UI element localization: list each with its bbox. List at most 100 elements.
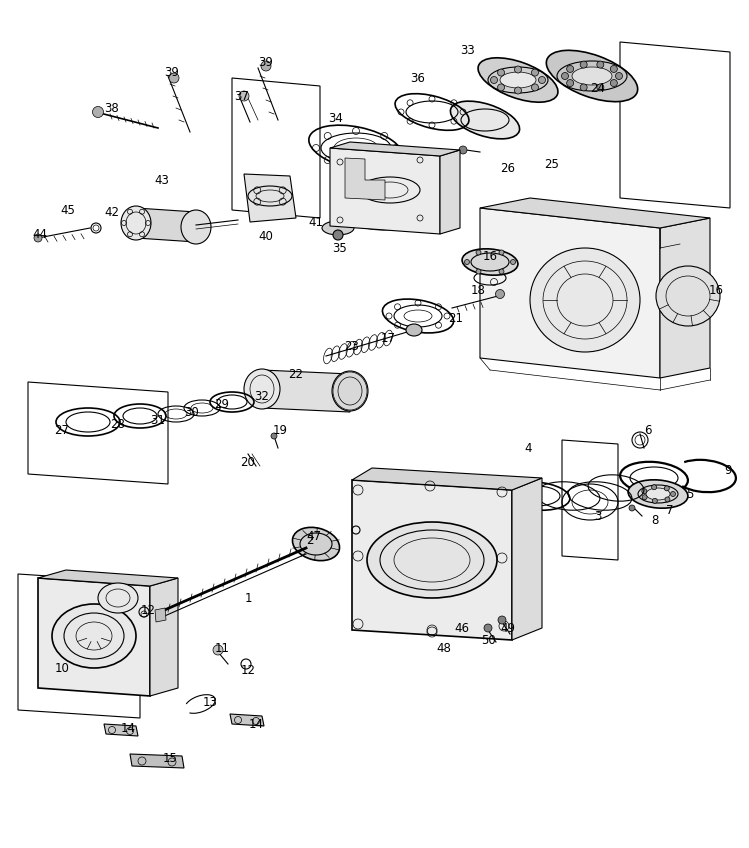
Circle shape: [665, 497, 670, 502]
Polygon shape: [130, 754, 184, 768]
Circle shape: [34, 234, 42, 242]
Circle shape: [515, 87, 521, 94]
Ellipse shape: [462, 248, 518, 276]
Circle shape: [476, 269, 481, 274]
Text: 42: 42: [105, 205, 120, 219]
Text: 26: 26: [500, 161, 515, 175]
Ellipse shape: [322, 221, 354, 235]
Text: 34: 34: [329, 111, 344, 125]
Polygon shape: [330, 148, 440, 234]
Polygon shape: [330, 142, 460, 156]
Circle shape: [464, 259, 470, 265]
Ellipse shape: [98, 583, 138, 613]
Polygon shape: [262, 370, 350, 412]
Polygon shape: [244, 174, 296, 222]
Polygon shape: [660, 218, 710, 378]
Circle shape: [597, 84, 604, 91]
Text: 43: 43: [154, 174, 169, 187]
Ellipse shape: [500, 72, 536, 88]
Polygon shape: [104, 724, 138, 736]
Text: 49: 49: [500, 622, 515, 634]
Ellipse shape: [332, 371, 368, 411]
Text: 37: 37: [234, 90, 249, 103]
Text: 39: 39: [165, 65, 180, 79]
Text: 36: 36: [410, 71, 425, 85]
Text: 25: 25: [545, 158, 560, 170]
Polygon shape: [136, 208, 196, 242]
Ellipse shape: [450, 101, 520, 139]
Text: 14: 14: [249, 717, 264, 730]
Circle shape: [562, 72, 568, 80]
Polygon shape: [440, 150, 460, 234]
Ellipse shape: [530, 248, 640, 352]
Text: 46: 46: [455, 622, 470, 634]
Text: 19: 19: [273, 423, 288, 437]
Circle shape: [642, 488, 647, 494]
Circle shape: [496, 289, 505, 298]
Text: 33: 33: [461, 43, 476, 57]
Text: 10: 10: [55, 661, 70, 674]
Circle shape: [629, 505, 635, 511]
Circle shape: [580, 84, 587, 91]
Text: 16: 16: [482, 249, 497, 263]
Text: 14: 14: [121, 722, 136, 734]
Text: 45: 45: [61, 204, 76, 216]
Ellipse shape: [367, 522, 497, 598]
Circle shape: [498, 616, 506, 624]
Ellipse shape: [333, 190, 416, 230]
Text: 23: 23: [345, 339, 360, 353]
Polygon shape: [345, 158, 385, 200]
Polygon shape: [38, 578, 150, 696]
Circle shape: [664, 486, 670, 491]
Polygon shape: [512, 478, 542, 640]
Polygon shape: [155, 608, 166, 622]
Circle shape: [92, 107, 103, 118]
Ellipse shape: [52, 604, 136, 668]
Text: 24: 24: [590, 81, 605, 94]
Text: 3: 3: [594, 510, 601, 522]
Circle shape: [511, 259, 515, 265]
Text: 20: 20: [240, 455, 255, 468]
Text: 39: 39: [258, 55, 273, 69]
Text: 40: 40: [258, 230, 273, 243]
Circle shape: [333, 230, 343, 240]
Circle shape: [652, 499, 658, 504]
Text: 47: 47: [306, 529, 321, 543]
Circle shape: [459, 146, 467, 154]
Polygon shape: [480, 198, 710, 228]
Circle shape: [499, 269, 504, 274]
Circle shape: [567, 65, 574, 72]
Circle shape: [580, 61, 587, 68]
Text: 16: 16: [709, 283, 724, 297]
Text: 30: 30: [184, 405, 199, 419]
Circle shape: [610, 65, 617, 72]
Text: 8: 8: [652, 514, 658, 527]
Text: 50: 50: [481, 633, 495, 646]
Text: 27: 27: [55, 423, 70, 437]
Polygon shape: [480, 208, 660, 378]
Ellipse shape: [181, 210, 211, 244]
Text: 5: 5: [686, 488, 694, 500]
Circle shape: [616, 72, 622, 80]
Ellipse shape: [628, 480, 688, 508]
Text: 18: 18: [470, 283, 485, 297]
Ellipse shape: [121, 206, 151, 240]
Text: 29: 29: [214, 398, 229, 410]
Text: 7: 7: [667, 504, 674, 516]
Polygon shape: [352, 468, 542, 490]
Text: 6: 6: [644, 423, 652, 437]
Circle shape: [567, 80, 574, 86]
Circle shape: [497, 69, 505, 76]
Circle shape: [597, 61, 604, 68]
Polygon shape: [38, 570, 178, 586]
Ellipse shape: [572, 67, 612, 85]
Text: 4: 4: [524, 442, 532, 455]
Text: 12: 12: [240, 663, 255, 677]
Circle shape: [169, 73, 179, 83]
Circle shape: [610, 80, 617, 86]
Text: 13: 13: [202, 695, 217, 708]
Text: 44: 44: [32, 227, 47, 241]
Ellipse shape: [406, 324, 422, 336]
Circle shape: [476, 250, 481, 255]
Ellipse shape: [546, 50, 637, 102]
